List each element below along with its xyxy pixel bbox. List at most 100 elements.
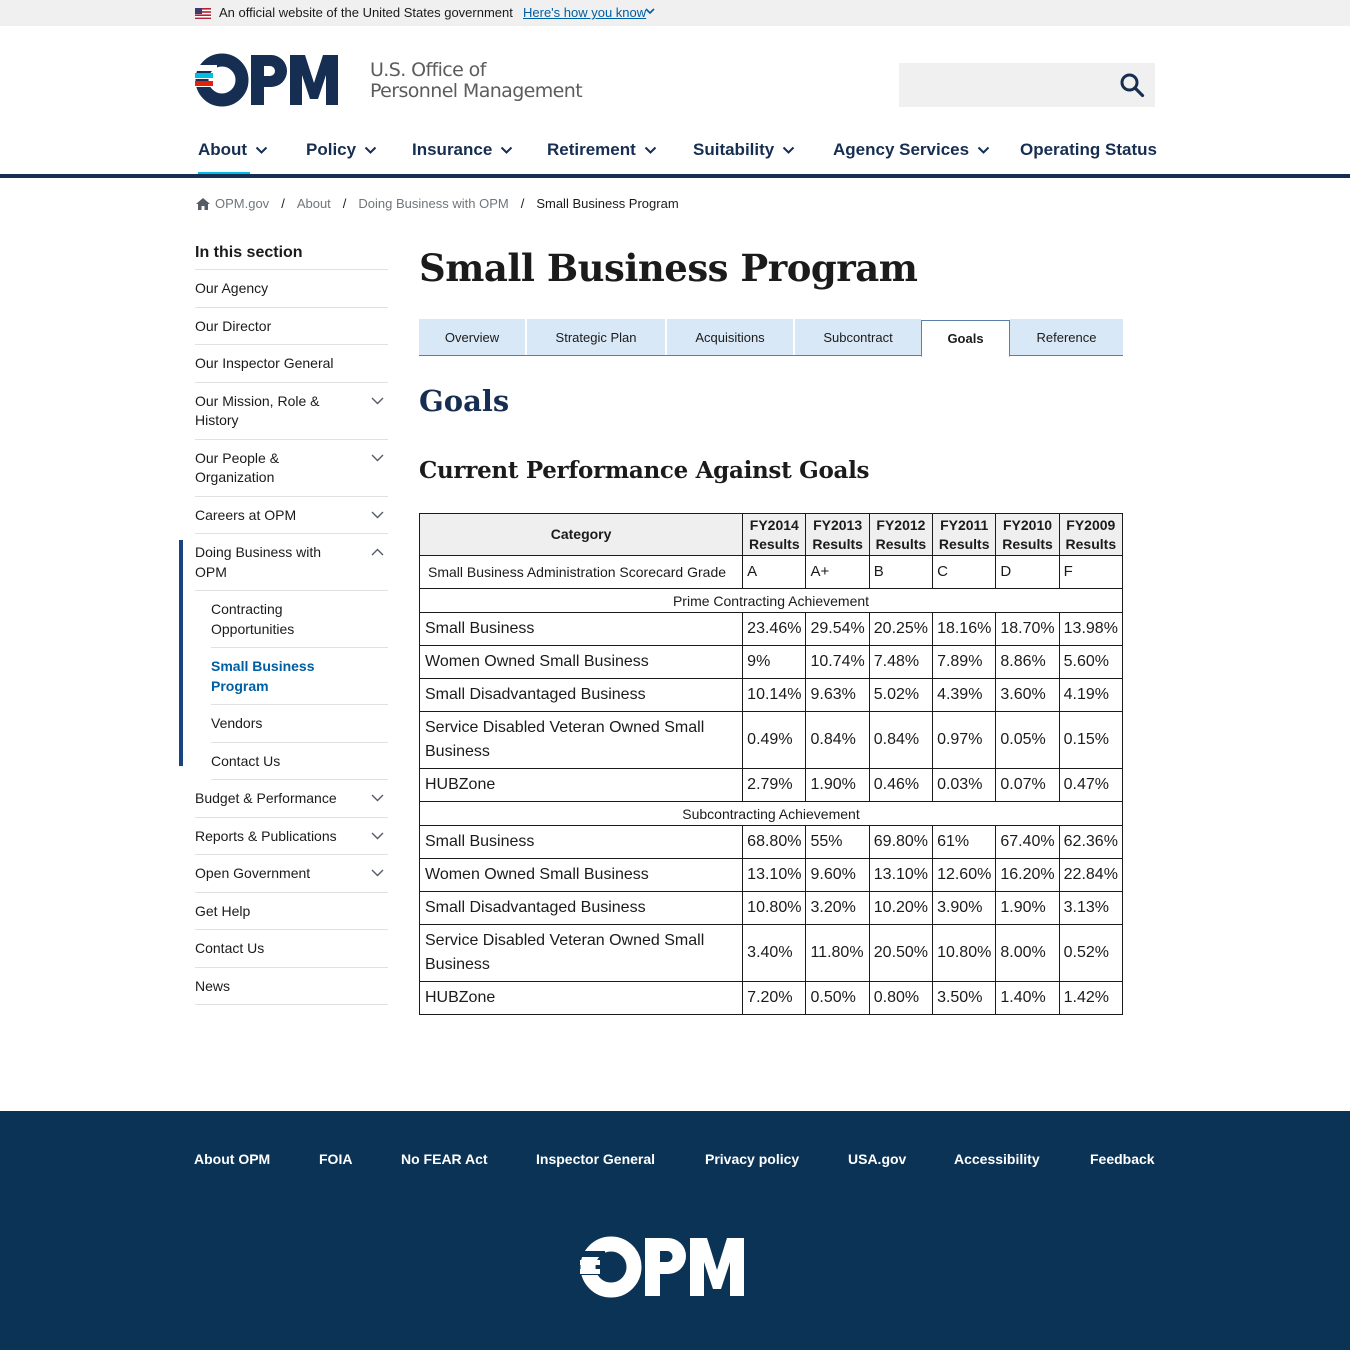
sidebar-item-doing-business[interactable]: Doing Business with OPM [195,534,388,591]
nav-suitability-label[interactable]: Suitability [693,140,775,159]
cell-value: 3.90% [932,891,997,925]
sidebar-item-label[interactable]: Small Business Program [211,658,315,694]
heres-how-you-know-link[interactable]: Here's how you know [523,5,647,20]
sidebar-item-label[interactable]: Our Agency [195,280,269,296]
nav-policy-label[interactable]: Policy [306,140,357,159]
sidebar-subitem-vendors[interactable]: Vendors [211,705,388,743]
sidebar-item-our-director[interactable]: Our Director [195,308,388,345]
nav-operating-status-label[interactable]: Operating Status [1020,140,1157,159]
cell-value: 23.46% [742,612,807,646]
sidebar-item-mission[interactable]: Our Mission, Role & History [195,383,388,440]
nav-retirement[interactable]: Retirement [547,140,657,160]
sidebar-item-budget[interactable]: Budget & Performance [195,780,388,818]
nav-policy[interactable]: Policy [306,140,377,160]
chevron-down-icon[interactable] [371,832,384,840]
tab-acquisitions[interactable]: Acquisitions [667,319,793,355]
chevron-down-icon[interactable] [977,146,990,155]
cell-value: 8.86% [995,645,1060,679]
footer-link-usa-gov[interactable]: USA.gov [848,1151,907,1167]
nav-operating-status[interactable]: Operating Status [1020,140,1157,160]
chevron-down-icon[interactable] [255,146,268,155]
sidebar-item-label[interactable]: Contact Us [195,940,265,956]
tab-strategic-plan[interactable]: Strategic Plan [527,319,665,355]
sidebar-item-label[interactable]: News [195,977,231,994]
row-label: Service Disabled Veteran Owned Small Bus… [418,711,744,769]
nav-about[interactable]: About [198,140,268,160]
row-label: Small Business [418,612,744,646]
chevron-down-icon[interactable] [371,794,384,802]
sidebar-item-label[interactable]: Our People & Organization [195,449,280,486]
sidebar-item-label[interactable]: Contracting Opportunities [211,601,295,637]
footer-link-about-opm[interactable]: About OPM [194,1151,271,1167]
sidebar-item-label[interactable]: Open Government [195,865,311,881]
sidebar-item-careers[interactable]: Careers at OPM [195,497,388,534]
cell-value: A [742,555,807,589]
cell-value: B [868,555,934,589]
nav-insurance-label[interactable]: Insurance [412,140,493,159]
cell-value: 1.42% [1058,981,1124,1015]
chevron-down-icon[interactable] [645,6,655,16]
sidebar-item-label[interactable]: Contact Us [211,752,281,769]
sidebar-item-news[interactable]: News [195,968,388,1005]
home-icon[interactable] [195,197,211,211]
chevron-down-icon[interactable] [364,146,377,155]
breadcrumb-about[interactable]: About [296,196,331,211]
us-flag-icon [195,8,211,19]
nav-suitability[interactable]: Suitability [693,140,795,160]
chevron-down-icon[interactable] [782,146,795,155]
page-title: Small Business Program [419,246,918,290]
breadcrumb-doing-business[interactable]: Doing Business with OPM [358,196,509,211]
nav-retirement-label[interactable]: Retirement [547,140,636,159]
sidebar-subitem-small-business[interactable]: Small Business Program [211,648,388,705]
sidebar-subitem-contact[interactable]: Contact Us [211,743,388,780]
sidebar-item-reports[interactable]: Reports & Publications [195,818,388,855]
chevron-down-icon[interactable] [371,454,384,462]
search-input[interactable] [899,63,1155,107]
sidebar-subnav: Contracting Opportunities Small Business… [195,591,388,780]
sidebar-item-get-help[interactable]: Get Help [195,893,388,930]
sidebar-item-our-agency[interactable]: Our Agency [195,270,388,308]
breadcrumb-home[interactable]: OPM.gov [215,196,270,211]
tab-goals[interactable]: Goals [921,320,1010,357]
nav-about-label[interactable]: About [198,140,248,159]
sidebar-item-label[interactable]: Doing Business with OPM [195,544,322,580]
chevron-up-icon[interactable] [371,548,384,556]
footer-link-feedback[interactable]: Feedback [1090,1151,1155,1167]
chevron-down-icon[interactable] [644,146,657,155]
tab-reference[interactable]: Reference [1010,319,1123,355]
sidebar-item-label[interactable]: Reports & Publications [195,827,337,844]
sidebar-item-label[interactable]: Careers at OPM [195,506,297,523]
footer-link-inspector-general[interactable]: Inspector General [536,1151,656,1167]
tab-subcontract[interactable]: Subcontract [795,319,921,355]
chevron-down-icon[interactable] [371,511,384,519]
sidebar-subitem-contracting[interactable]: Contracting Opportunities [211,591,388,648]
sidebar-item-label[interactable]: Our Inspector General [195,355,334,371]
footer-link-accessibility[interactable]: Accessibility [954,1151,1040,1167]
footer-link-privacy-policy[interactable]: Privacy policy [705,1151,800,1167]
chevron-down-icon[interactable] [500,146,513,155]
sidebar-item-people[interactable]: Our People & Organization [195,440,388,497]
nav-agency-services[interactable]: Agency Services [833,140,990,160]
sidebar-item-label[interactable]: Budget & Performance [195,790,337,806]
chevron-down-icon[interactable] [371,869,384,877]
sidebar-item-open-government[interactable]: Open Government [195,855,388,893]
sidebar-item-inspector-general[interactable]: Our Inspector General [195,345,388,383]
footer-link-no-fear-act[interactable]: No FEAR Act [401,1151,488,1167]
nav-insurance[interactable]: Insurance [412,140,513,160]
opm-footer-logo[interactable] [580,1236,765,1298]
search-icon[interactable] [1119,72,1145,98]
sidebar-item-label[interactable]: Vendors [211,715,263,731]
cell-value: 10.80% [742,891,807,925]
sidebar-item-label[interactable]: Get Help [195,902,251,919]
sidebar-item-contact-us[interactable]: Contact Us [195,930,388,968]
footer-link-foia[interactable]: FOIA [319,1151,353,1167]
cell-value: 0.05% [995,711,1060,769]
tab-overview[interactable]: Overview [419,319,525,355]
sidebar-item-label[interactable]: Our Mission, Role & History [195,392,320,429]
sidebar-item-label[interactable]: Our Director [195,317,272,334]
opm-logo[interactable] [195,53,355,107]
cell-value: 13.98% [1058,612,1124,646]
nav-agency-services-label[interactable]: Agency Services [833,140,970,159]
breadcrumb-separator: / [281,196,285,211]
chevron-down-icon[interactable] [371,397,384,405]
